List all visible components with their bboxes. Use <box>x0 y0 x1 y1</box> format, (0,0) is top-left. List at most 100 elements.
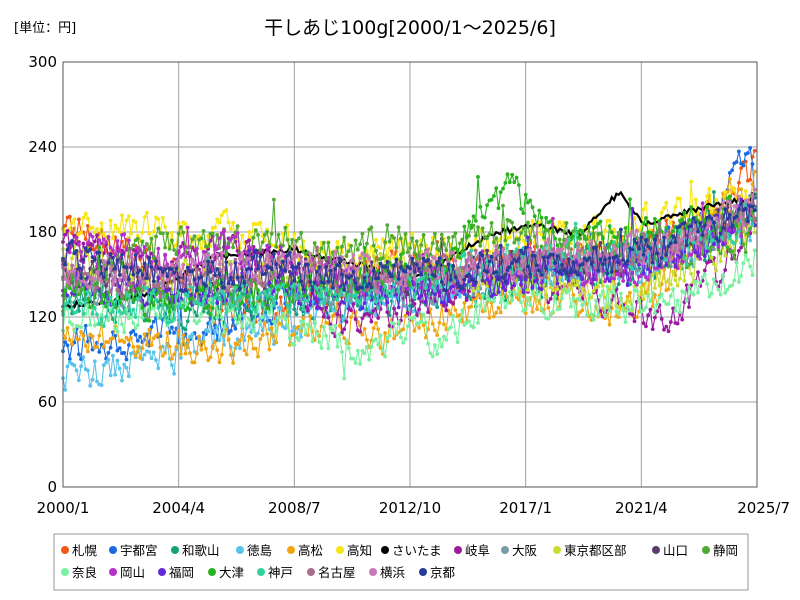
unit-label: [単位：円] <box>14 20 76 36</box>
data-point <box>662 276 666 280</box>
data-point <box>129 336 133 340</box>
data-point <box>183 351 188 356</box>
data-point <box>548 297 553 301</box>
data-point <box>464 298 469 302</box>
data-point <box>498 300 503 305</box>
data-point <box>208 355 213 360</box>
data-point <box>641 221 646 226</box>
data-point <box>201 340 206 344</box>
data-point <box>723 190 728 195</box>
data-point <box>501 186 505 191</box>
data-point <box>535 292 539 296</box>
data-point <box>272 197 276 202</box>
data-point <box>653 286 657 290</box>
data-point <box>621 279 626 283</box>
data-point <box>88 383 93 388</box>
data-point <box>215 301 220 305</box>
data-point <box>587 225 592 229</box>
data-point <box>174 252 179 257</box>
data-point <box>453 331 458 336</box>
data-point <box>156 217 161 222</box>
data-point <box>129 281 133 286</box>
data-point <box>594 298 598 303</box>
data-point <box>210 344 215 349</box>
data-point <box>65 300 70 305</box>
data-point <box>730 168 734 173</box>
data-point <box>752 248 757 253</box>
data-point <box>752 230 757 235</box>
data-point <box>480 226 485 231</box>
data-point <box>648 230 653 235</box>
data-point <box>616 230 621 235</box>
data-point <box>349 298 353 303</box>
data-point <box>124 247 129 252</box>
data-point <box>598 241 603 245</box>
data-point <box>167 310 172 314</box>
data-point <box>265 332 269 336</box>
data-point <box>272 302 276 307</box>
data-point <box>403 337 408 341</box>
data-point <box>158 345 163 350</box>
data-point <box>292 332 297 337</box>
data-point <box>217 297 222 302</box>
data-point <box>551 309 555 314</box>
data-point <box>437 337 442 342</box>
data-point <box>199 288 204 293</box>
data-point <box>115 329 120 334</box>
data-point <box>494 310 499 315</box>
data-point <box>471 293 476 297</box>
data-point <box>734 260 739 264</box>
data-point <box>90 311 95 316</box>
data-point <box>344 254 349 258</box>
data-point <box>324 305 328 310</box>
data-point <box>598 280 603 285</box>
data-point <box>217 236 222 241</box>
data-point <box>95 379 99 384</box>
data-point <box>551 273 555 278</box>
data-point <box>160 354 165 358</box>
data-point <box>446 235 451 240</box>
data-point <box>92 306 97 310</box>
data-point <box>383 331 387 335</box>
data-point <box>684 299 689 303</box>
data-point <box>83 237 88 242</box>
data-point <box>74 368 79 373</box>
data-point <box>190 332 195 337</box>
data-point <box>544 215 548 220</box>
data-point <box>106 279 111 283</box>
data-point <box>138 356 143 360</box>
data-point <box>156 332 161 336</box>
data-point <box>414 239 419 244</box>
data-point <box>342 316 347 320</box>
data-point <box>258 337 263 341</box>
data-point <box>281 276 285 281</box>
data-point <box>170 238 174 243</box>
data-point <box>238 295 242 300</box>
data-point <box>170 357 174 361</box>
data-point <box>297 282 301 287</box>
data-point <box>124 335 129 340</box>
data-point <box>446 299 451 303</box>
data-point <box>399 335 403 340</box>
data-point <box>625 283 630 288</box>
data-point <box>333 323 338 328</box>
data-point <box>523 307 528 312</box>
data-point <box>65 229 70 233</box>
data-point <box>176 221 181 226</box>
data-point <box>424 320 428 325</box>
data-point <box>530 219 535 223</box>
data-point <box>585 279 589 284</box>
data-point <box>292 343 297 347</box>
data-point <box>696 254 700 258</box>
data-point <box>591 277 596 282</box>
data-point <box>253 333 258 338</box>
data-point <box>337 302 342 307</box>
data-point <box>170 325 174 330</box>
data-point <box>97 245 102 250</box>
data-point <box>628 300 632 304</box>
data-point <box>113 299 118 304</box>
data-point <box>387 246 392 251</box>
data-point <box>580 231 585 236</box>
data-point <box>67 338 72 342</box>
data-point <box>607 287 612 292</box>
